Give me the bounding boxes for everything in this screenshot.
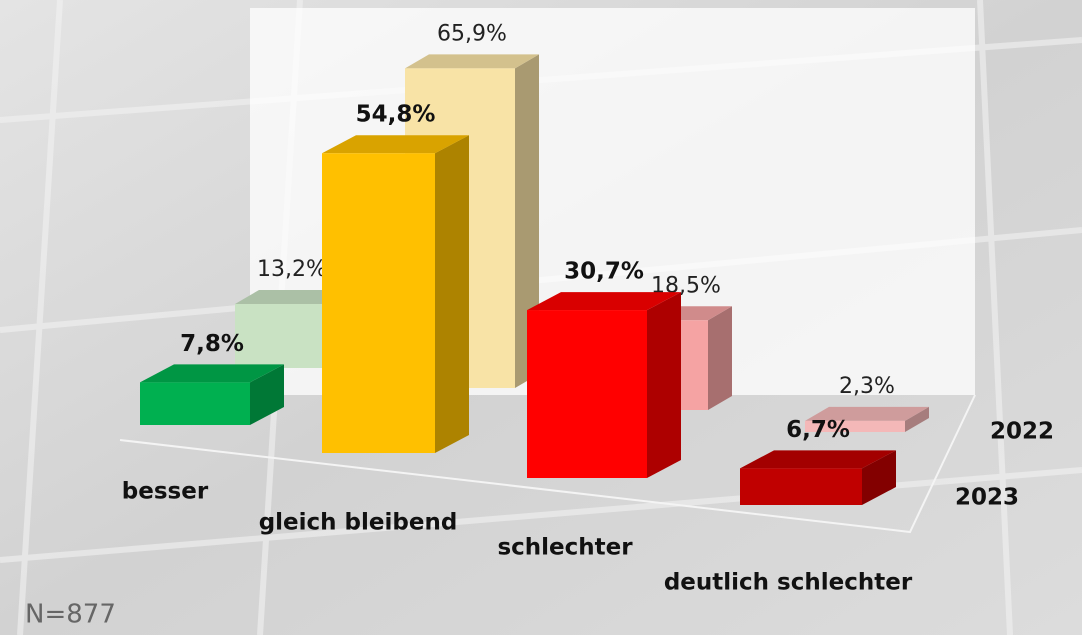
bar-side <box>708 306 732 410</box>
value-label: 2,3% <box>839 374 895 399</box>
bar <box>527 292 681 478</box>
bar-front <box>527 310 647 478</box>
category-label: schlechter <box>497 535 633 561</box>
value-label: 65,9% <box>437 21 507 46</box>
bar-front <box>140 382 250 425</box>
bar <box>740 450 896 505</box>
category-label: gleich bleibend <box>259 510 458 536</box>
bar <box>140 364 284 425</box>
bar <box>322 135 469 453</box>
bar-front <box>235 304 325 368</box>
bar-front <box>740 468 862 505</box>
sample-note: N=877 <box>25 600 116 630</box>
category-label: deutlich schlechter <box>664 570 913 596</box>
bar-side <box>647 292 681 478</box>
value-label: 30,7% <box>564 259 644 285</box>
bar-side <box>435 135 469 453</box>
bar-front <box>322 153 435 453</box>
category-label: besser <box>122 479 209 505</box>
value-label: 6,7% <box>786 417 850 443</box>
value-label: 13,2% <box>257 257 327 282</box>
value-label: 54,8% <box>356 102 436 128</box>
chart: N=877 2022 2023 13,2%65,9%18,5%2,3%7,8%5… <box>0 0 1082 635</box>
series-label: 2023 <box>955 485 1019 511</box>
value-label: 7,8% <box>180 331 244 357</box>
series-label: 2022 <box>990 419 1054 445</box>
